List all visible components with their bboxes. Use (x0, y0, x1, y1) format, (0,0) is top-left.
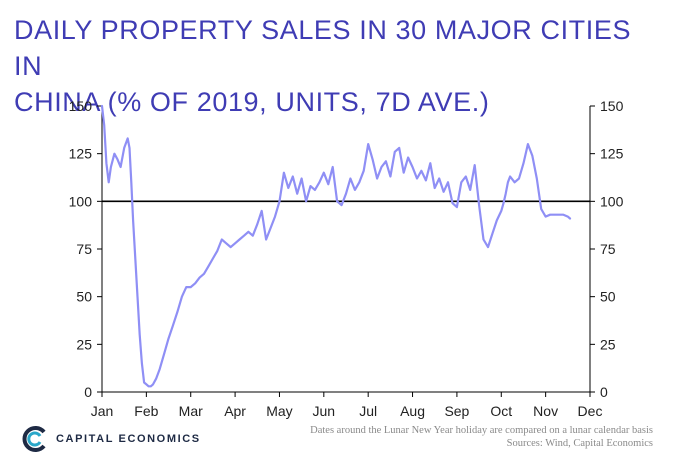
y-tick-label-left: 25 (76, 336, 92, 352)
y-tick-label-left: 50 (76, 289, 92, 305)
logo-text: CAPITAL ECONOMICS (56, 433, 201, 445)
footnote-lunar-calendar: Dates around the Lunar New Year holiday … (310, 425, 653, 436)
y-tick-label-right: 50 (600, 289, 616, 305)
x-tick-label-aug: Aug (400, 403, 425, 419)
y-tick-label-left: 75 (76, 241, 92, 257)
y-tick-label-left: 100 (69, 193, 93, 209)
chart-axes: 0 0 25 25 50 50 75 75 100 100 125 125 150 150 Jan Feb Ma… (69, 98, 624, 419)
y-tick-label-right: 100 (600, 193, 624, 209)
x-tick-label-feb: Feb (134, 403, 158, 419)
x-tick-label-jul: Jul (359, 403, 377, 419)
x-tick-label-jan: Jan (91, 403, 114, 419)
y-tick-label-left: 150 (69, 98, 93, 114)
x-tick-label-mar: Mar (179, 403, 203, 419)
y-tick-label-right: 0 (600, 384, 608, 400)
x-tick-label-jun: Jun (313, 403, 336, 419)
chart-title: DAILY PROPERTY SALES IN 30 MAJOR CITIES … (14, 12, 664, 120)
y-tick-label-right: 25 (600, 336, 616, 352)
y-tick-label-right: 150 (600, 98, 624, 114)
x-tick-label-sep: Sep (444, 403, 469, 419)
x-tick-label-apr: Apr (224, 403, 246, 419)
series-group (100, 104, 572, 388)
y-tick-label-left: 0 (84, 384, 92, 400)
chart-title-line-1: DAILY PROPERTY SALES IN 30 MAJOR CITIES … (14, 15, 632, 81)
x-tick-label-may: May (266, 403, 292, 419)
x-tick-label-dec: Dec (578, 403, 603, 419)
capital-economics-logo-icon (22, 426, 46, 452)
footnote-sources: Sources: Wind, Capital Economics (506, 438, 653, 449)
series-line-0 (100, 104, 572, 388)
x-tick-label-oct: Oct (490, 403, 512, 419)
y-tick-label-left: 125 (69, 146, 93, 162)
chart-title-line-2: CHINA (% OF 2019, UNITS, 7D AVE.) (14, 87, 490, 117)
y-tick-label-right: 75 (600, 241, 616, 257)
y-tick-label-right: 125 (600, 146, 624, 162)
x-tick-label-nov: Nov (533, 403, 558, 419)
capital-economics-logo: CAPITAL ECONOMICS (20, 424, 201, 454)
